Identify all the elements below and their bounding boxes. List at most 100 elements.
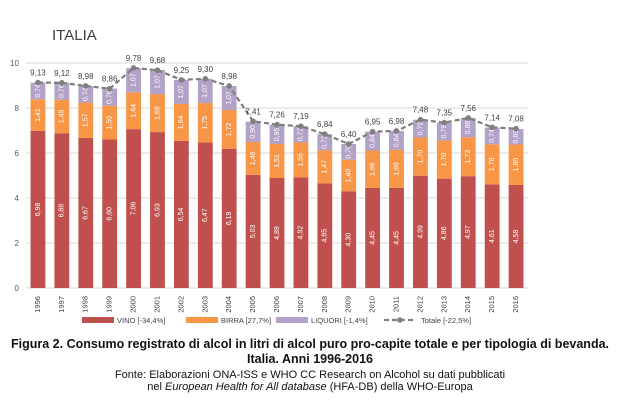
bar-data-label: 0,76 xyxy=(107,90,114,104)
legend-liquori-label: LIQUORI [-1,4%] xyxy=(311,316,368,325)
total-point-2012 xyxy=(417,116,424,123)
total-data-label: 9,13 xyxy=(30,69,46,78)
stacked-bar-chart: 0 2 4 6 8 10 ITALIA 6,98 1,41 0,74 1996 6,88 1,49 0,7… xyxy=(10,27,528,325)
total-point-2007 xyxy=(298,123,304,130)
bar-data-label: 4,58 xyxy=(513,230,520,244)
bar-segment-vino-2007 xyxy=(293,177,309,288)
bar-segment-birra-2014 xyxy=(460,137,476,177)
total-data-label: 9,68 xyxy=(150,56,166,65)
bar-data-label: 1,66 xyxy=(369,162,376,176)
total-data-label: 7,56 xyxy=(460,104,476,113)
bar-data-label: 6,98 xyxy=(35,203,42,217)
bar-data-label: 1,70 xyxy=(441,153,448,167)
chart-title: ITALIA xyxy=(52,27,97,44)
total-data-label: 6,84 xyxy=(317,120,333,129)
y-tick-label: 2 xyxy=(15,239,20,248)
bar-segment-vino-2000 xyxy=(126,129,141,288)
bar-data-label: 1,55 xyxy=(298,153,305,167)
x-tick-label: 1997 xyxy=(57,296,66,313)
source-prefix: nel xyxy=(147,381,165,393)
bar-data-label: 1,49 xyxy=(59,110,66,124)
bar-segment-liquori-2007 xyxy=(293,126,309,143)
bar-data-label: 1,07 xyxy=(154,75,161,89)
bar-data-label: 6,47 xyxy=(202,208,209,222)
bar-data-label: 4,97 xyxy=(465,225,472,239)
bar-segment-liquori-2016 xyxy=(508,128,524,145)
total-point-2002 xyxy=(178,77,185,83)
bar-data-label: 1,78 xyxy=(489,157,496,171)
bar-segment-liquori-2001 xyxy=(150,69,165,95)
bar-segment-vino-1996 xyxy=(30,130,46,288)
bar-segment-liquori-2000 xyxy=(126,68,141,93)
x-tick-label: 2001 xyxy=(152,296,161,313)
bar-segment-vino-2002 xyxy=(173,140,189,288)
x-tick-label: 2002 xyxy=(176,296,185,313)
bar-data-label: 4,89 xyxy=(274,226,281,240)
bar-segment-liquori-1997 xyxy=(54,82,70,100)
bar-segment-birra-2000 xyxy=(126,92,141,130)
bar-data-label: 6,60 xyxy=(107,207,114,221)
bar-segment-liquori-2015 xyxy=(484,127,500,145)
total-point-2001 xyxy=(154,67,161,73)
bar-data-label: 5,03 xyxy=(250,224,257,238)
total-data-label: 9,78 xyxy=(126,54,142,63)
bar-segment-vino-2014 xyxy=(460,176,476,288)
x-tick-label: 2013 xyxy=(439,296,448,313)
total-data-label: 7,14 xyxy=(484,113,500,122)
bar-data-label: 6,19 xyxy=(226,211,233,225)
bar-segment-birra-2001 xyxy=(150,94,165,133)
bar-data-label: 0,76 xyxy=(59,84,66,98)
total-point-2013 xyxy=(441,119,448,126)
bar-data-label: 0,74 xyxy=(83,87,90,101)
bar-segment-vino-2013 xyxy=(436,178,452,288)
bar-data-label: 6,67 xyxy=(83,206,90,220)
bar-data-label: 1,64 xyxy=(130,104,137,118)
legend-vino-label: VINO [-34,4%] xyxy=(117,316,165,325)
x-tick-label: 2010 xyxy=(368,296,377,313)
bar-data-label: 0,72 xyxy=(322,135,329,149)
total-data-label: 6,95 xyxy=(365,118,381,127)
x-tick-label: 2008 xyxy=(320,296,329,313)
bar-segment-birra-2011 xyxy=(389,149,404,188)
total-point-2005 xyxy=(250,118,256,125)
bar-data-label: 1,70 xyxy=(417,150,424,164)
bar-data-label: 0,69 xyxy=(513,130,520,144)
legend-birra-swatch xyxy=(186,317,218,323)
x-tick-label: 2003 xyxy=(200,296,209,313)
bar-segment-vino-2001 xyxy=(150,132,165,288)
bar-segment-liquori-2011 xyxy=(389,130,404,150)
x-tick-label: 1996 xyxy=(33,296,42,313)
bar-segment-birra-2005 xyxy=(245,141,261,175)
bar-segment-liquori-2009 xyxy=(341,144,357,160)
bar-segment-birra-2006 xyxy=(269,144,285,178)
bar-data-label: 7,06 xyxy=(130,202,137,216)
source-suffix: (HFA-DB) della WHO-Europa xyxy=(326,381,473,393)
x-tick-label: 2012 xyxy=(415,296,424,313)
bar-segment-vino-2009 xyxy=(341,191,357,288)
bar-data-label: 4,45 xyxy=(393,231,400,245)
bar-segment-liquori-1998 xyxy=(78,85,94,103)
bar-data-label: 1,46 xyxy=(250,151,257,165)
total-data-label: 7,35 xyxy=(437,109,453,118)
total-point-2003 xyxy=(202,75,209,82)
total-data-label: 7,48 xyxy=(413,106,429,115)
bar-segment-vino-2006 xyxy=(269,177,285,288)
x-tick-label: 1998 xyxy=(81,296,90,313)
figure-source-line-2: nel European Health for All database (HF… xyxy=(0,381,620,393)
bar-data-label: 6,93 xyxy=(154,203,161,217)
bar-segment-liquori-2013 xyxy=(436,122,452,141)
x-tick-label: 2005 xyxy=(248,296,257,313)
bar-segment-vino-2004 xyxy=(221,148,237,288)
bar-data-label: 0,84 xyxy=(393,133,400,147)
bar-data-label: 1,64 xyxy=(178,115,185,129)
bar-segment-vino-2015 xyxy=(484,184,500,288)
x-tick-label: 2015 xyxy=(487,296,496,313)
bar-segment-birra-1998 xyxy=(78,102,94,138)
legend-totale-label: Totale [-22,5%] xyxy=(421,316,471,325)
bar-data-label: 0,72 xyxy=(298,127,305,141)
bar-segment-vino-1999 xyxy=(102,139,118,288)
total-point-1999 xyxy=(106,85,113,92)
bar-segment-vino-2011 xyxy=(389,187,404,288)
y-tick-label: 8 xyxy=(15,104,20,113)
bar-segment-birra-2004 xyxy=(221,110,237,149)
